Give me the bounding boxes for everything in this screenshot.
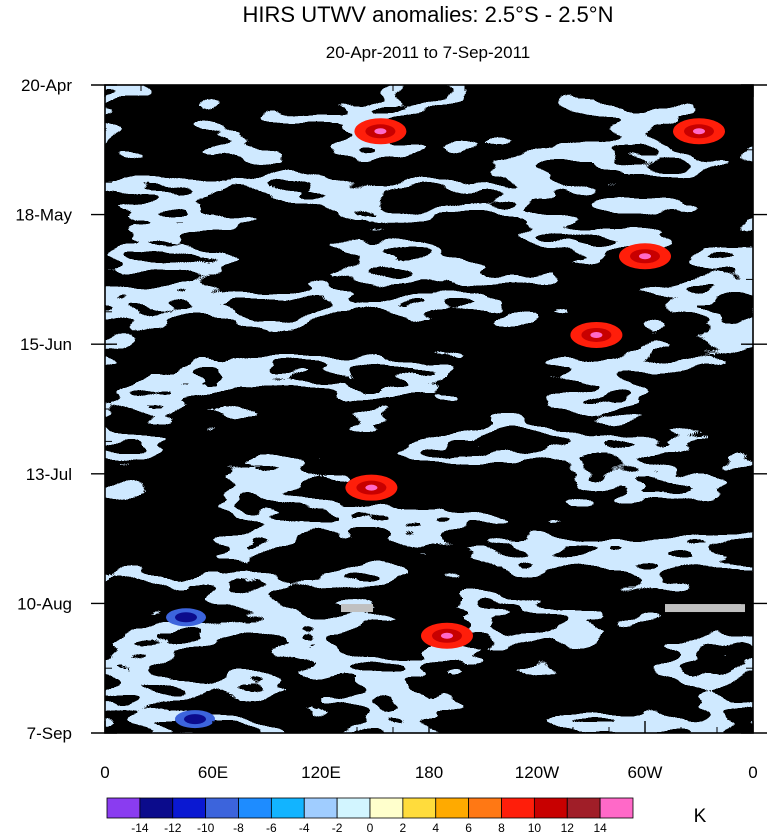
colorbar-label: -6 — [266, 821, 277, 834]
positive-anomaly-peak — [590, 331, 603, 338]
colorbar-swatch — [139, 797, 174, 819]
colorbar-swatch — [369, 797, 404, 819]
colorbar-label: 4 — [432, 821, 439, 834]
colorbar-swatch — [270, 797, 305, 819]
colorbar-swatch — [599, 797, 634, 819]
x-tick-label: 120W — [515, 763, 559, 782]
x-tick-label: 180 — [415, 763, 443, 782]
colorbar: -14 -12 -10 -8 -6 -4 -2 0 2 4 6 8 10 12 14 — [106, 797, 634, 834]
anomaly-features — [166, 118, 745, 729]
colorbar-swatch — [238, 797, 272, 819]
colorbar-label: 2 — [400, 821, 407, 834]
x-tick-label: 60E — [198, 763, 228, 782]
colorbar-label: -2 — [332, 821, 343, 834]
chart-title: HIRS UTWV anomalies: 2.5°S - 2.5°N — [243, 2, 614, 27]
x-tick-label: 0 — [100, 763, 109, 782]
positive-anomaly-peak — [365, 484, 378, 491]
negative-anomaly-peak — [184, 714, 206, 725]
x-tick-label: 0 — [748, 763, 757, 782]
anomaly-field — [105, 85, 753, 733]
y-tick-label: 15-Jun — [20, 335, 72, 354]
missing-data-patch — [665, 604, 745, 613]
positive-anomaly-peak — [374, 128, 387, 135]
x-tick-label: 120E — [301, 763, 341, 782]
colorbar-units: K — [694, 806, 707, 827]
colorbar-swatch — [533, 797, 568, 819]
positive-anomaly-peak — [639, 253, 651, 260]
axes: 0 60E 120E 180 120W 60W 0 20-Apr 18-May 15-Jun 13-… — [15, 76, 767, 782]
colorbar-swatch — [468, 797, 502, 819]
colorbar-label: -4 — [299, 821, 310, 834]
y-tick-label: 18-May — [15, 206, 72, 225]
colorbar-swatch — [205, 797, 239, 819]
colorbar-swatch — [566, 797, 601, 819]
colorbar-swatch — [336, 797, 371, 819]
colorbar-swatch — [303, 797, 338, 819]
colorbar-swatch — [106, 797, 141, 819]
colorbar-label: -10 — [197, 821, 215, 834]
missing-data-patch — [341, 604, 373, 613]
colorbar-label: 0 — [367, 821, 374, 834]
colorbar-label: 10 — [528, 821, 542, 834]
y-tick-label: 7-Sep — [27, 724, 72, 743]
negative-anomaly-peak — [175, 612, 197, 623]
negative-anomaly-layer-4 — [105, 85, 753, 733]
negative-anomaly-layer-4-fill — [105, 85, 753, 733]
chart-subtitle: 20-Apr-2011 to 7-Sep-2011 — [326, 43, 530, 62]
colorbar-label: 8 — [498, 821, 505, 834]
positive-anomaly-peak — [441, 632, 453, 639]
colorbar-swatch — [501, 797, 535, 819]
colorbar-label: -14 — [131, 821, 149, 834]
positive-anomaly-peak — [693, 128, 705, 135]
x-tick-label: 60W — [628, 763, 663, 782]
colorbar-swatch — [435, 797, 470, 819]
plot-area — [105, 85, 753, 733]
colorbar-label: -12 — [164, 821, 182, 834]
colorbar-label: 14 — [593, 821, 607, 834]
colorbar-label: 6 — [465, 821, 472, 834]
colorbar-label: 12 — [561, 821, 575, 834]
y-tick-label: 10-Aug — [17, 594, 72, 613]
colorbar-label: -8 — [233, 821, 244, 834]
y-tick-label: 20-Apr — [21, 76, 72, 95]
colorbar-swatch — [172, 797, 207, 819]
colorbar-swatch — [402, 797, 437, 819]
y-tick-label: 13-Jul — [26, 465, 72, 484]
